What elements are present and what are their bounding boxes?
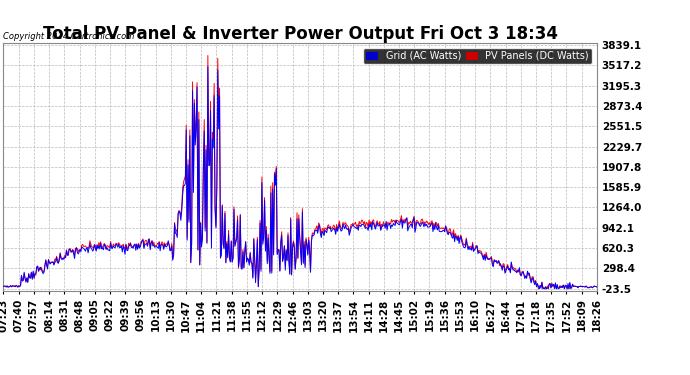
Text: Copyright 2014 Cartronics.com: Copyright 2014 Cartronics.com bbox=[3, 32, 135, 41]
Title: Total PV Panel & Inverter Power Output Fri Oct 3 18:34: Total PV Panel & Inverter Power Output F… bbox=[43, 25, 558, 43]
Legend: Grid (AC Watts), PV Panels (DC Watts): Grid (AC Watts), PV Panels (DC Watts) bbox=[364, 48, 592, 64]
